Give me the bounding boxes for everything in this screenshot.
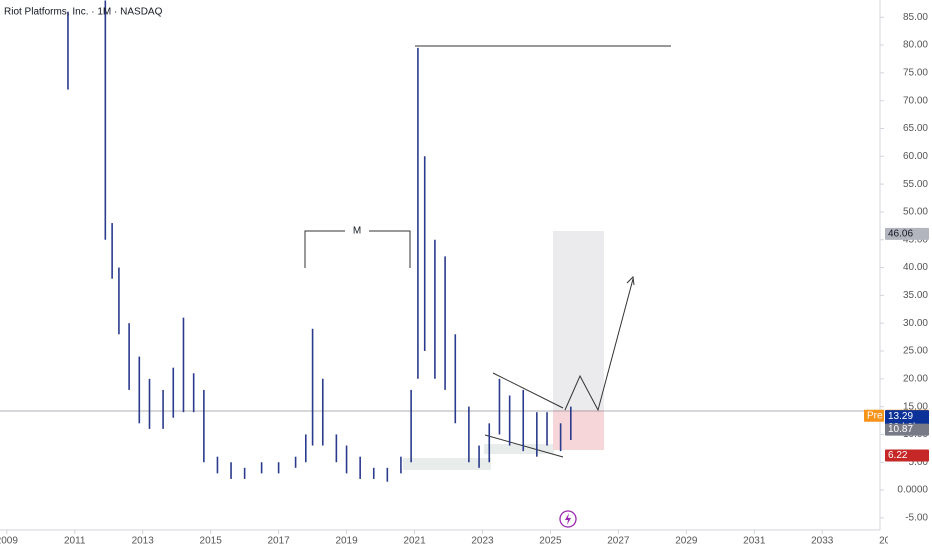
y-tick-label: 40.00 <box>903 262 928 273</box>
price-label: 13.29 <box>888 411 913 422</box>
zone <box>403 458 491 470</box>
y-tick-label: 75.00 <box>903 68 928 79</box>
event-icon <box>565 513 571 525</box>
y-tick-label: 45.00 <box>903 234 928 245</box>
y-tick-label: 50.00 <box>903 207 928 218</box>
price-label: 6.22 <box>888 450 908 461</box>
y-tick-label: 60.00 <box>903 151 928 162</box>
event-icon[interactable] <box>559 510 577 528</box>
price-label: 46.06 <box>888 228 913 239</box>
y-tick-label: 25.00 <box>903 346 928 357</box>
x-tick-label: 2017 <box>267 536 290 547</box>
arrow-head <box>626 275 635 286</box>
y-tick-label: 80.00 <box>903 40 928 51</box>
x-tick-label: 2035 <box>879 536 902 547</box>
x-tick-label: 2029 <box>675 536 698 547</box>
stop-zone <box>553 410 604 450</box>
x-tick-label: 2013 <box>132 536 155 547</box>
x-tick-label: 2011 <box>64 536 86 547</box>
y-tick-label: 65.00 <box>903 123 928 134</box>
y-tick-label: 0.0000 <box>897 485 928 496</box>
y-axis: 85.00 80.00 75.00 70.00 65.00 60.00 55.00 50.00… <box>864 12 929 524</box>
x-tick-label: 2021 <box>403 536 426 547</box>
price-label-bg <box>885 449 929 462</box>
projection <box>564 278 634 412</box>
y-tick-label: 35.00 <box>903 290 928 301</box>
x-tick-label: 2015 <box>200 536 223 547</box>
y-tick-label: 20.00 <box>903 373 928 384</box>
x-tick-label: 2031 <box>743 536 766 547</box>
y-tick-label: 85.00 <box>903 12 928 23</box>
x-tick-label: 2027 <box>607 536 630 547</box>
y-tick-label: 5.00 <box>909 457 929 468</box>
x-tick-label: 2033 <box>811 536 834 547</box>
chart-title: Riot Platforms, Inc. · 1M · NASDAQ <box>4 7 163 18</box>
prefix-bg <box>864 409 884 422</box>
label-bg <box>345 224 369 238</box>
target-zone <box>553 231 604 410</box>
price-label-bg <box>885 423 929 436</box>
wedge-line <box>492 372 564 409</box>
annotation: M <box>353 226 361 237</box>
price-label: 10.87 <box>888 424 913 435</box>
price-label-bg <box>885 227 929 240</box>
x-tick-label: 2019 <box>335 536 358 547</box>
x-tick-label: 2025 <box>539 536 562 547</box>
x-tick-label: 2023 <box>471 536 494 547</box>
prefix-label: Pre <box>867 410 883 421</box>
y-tick-label: 30.00 <box>903 318 928 329</box>
y-tick-label: -5.00 <box>905 513 928 524</box>
bars <box>67 0 572 482</box>
y-tick-label: 70.00 <box>903 95 928 106</box>
y-tick-label: 15.00 <box>903 401 928 412</box>
zone <box>484 444 554 454</box>
y-tick-label: 55.00 <box>903 179 928 190</box>
